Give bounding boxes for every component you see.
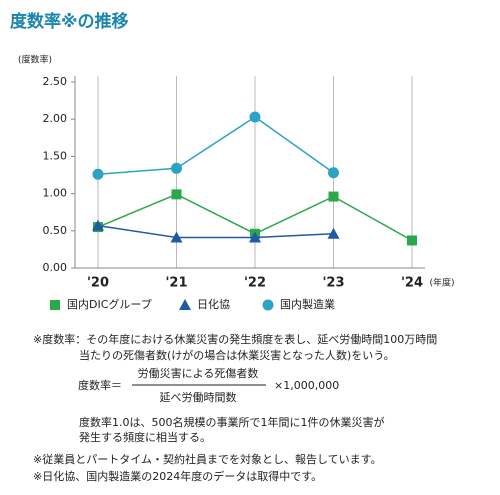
series-line [97,224,334,239]
x-tick-label: '22 [244,276,266,291]
marker [328,167,339,179]
x-tick-label: '21 [165,276,187,291]
y-tick-label: 1.00 [43,187,68,200]
note-line: ※度数率：その年度における休業災害の発生頻度を表し、延べ労働時間100万時間 [33,332,437,346]
y-tick-label: 1.50 [43,149,68,162]
y-axis-label: (度数率) [18,54,52,66]
legend-marker [179,299,191,310]
legend-label: 国内製造業 [280,297,335,311]
marker [171,162,182,174]
marker [249,231,261,243]
formula-lhs: 度数率＝ [78,378,122,392]
x-axis-label: (年度) [429,277,454,289]
marker [171,189,182,200]
legend-marker [50,300,60,310]
series-line [97,116,334,176]
marker [170,231,183,243]
chart-title: 度数率※の推移 [10,11,129,32]
marker [328,191,339,202]
x-tick-label: '24 [401,276,423,291]
note-line: 発生する頻度に相当する。 [79,430,211,444]
legend-label: 日化協 [197,297,230,311]
y-tick-label: 2.00 [43,112,68,125]
legend-marker [262,299,274,311]
formula-denominator: 延べ労働時間数 [160,390,237,404]
formula-numerator: 労働災害による死傷者数 [138,366,259,380]
marker [327,227,340,239]
marker [92,168,104,180]
y-tick-label: 0.50 [43,224,68,237]
legend-label: 国内DICグループ [67,297,152,311]
footnote: ※従業員とパートタイム・契約社員までを対象とし、報告しています。 [33,452,382,466]
formula-multiplier: ×1,000,000 [274,379,339,392]
y-tick-label: 2.50 [43,75,68,88]
x-tick-label: '23 [322,276,344,291]
note-line: 当たりの死傷者数(けがの場合は休業災害となった人数)をいう。 [79,348,395,362]
note-line: 度数率1.0は、500名規模の事業所で1年間に1件の休業災害が [79,415,385,429]
marker [407,235,417,246]
footnote: ※日化協、国内製造業の2024年度のデータは取得中です。 [33,469,322,483]
y-tick-label: 0.00 [43,261,68,274]
marker [249,111,261,123]
marker [92,219,104,231]
x-tick-label: '20 [87,276,109,291]
